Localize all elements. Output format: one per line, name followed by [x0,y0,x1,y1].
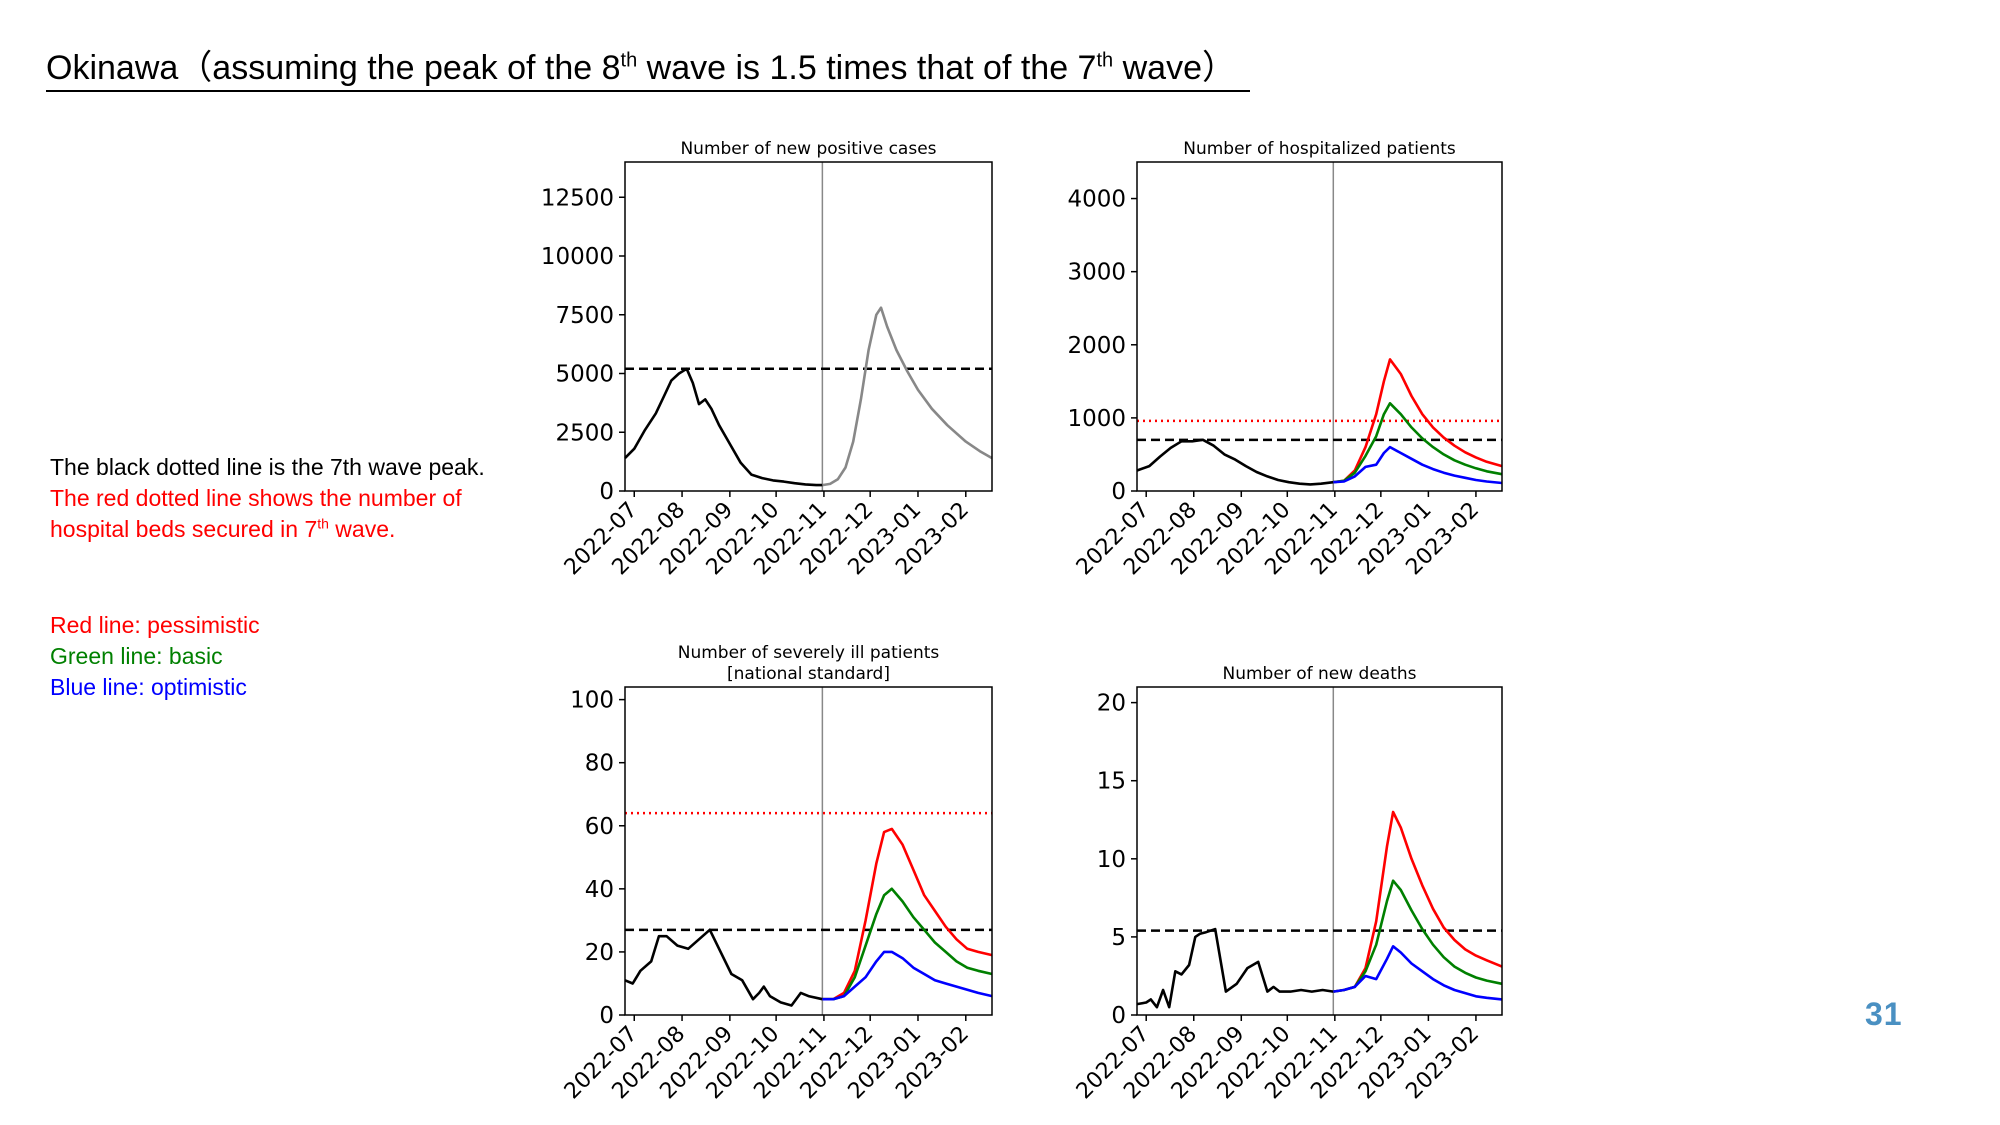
chart-title: Number of severely ill patients [678,643,940,663]
title-text-1: Okinawa（assuming the peak of the 8 [46,49,621,87]
y-tick-label: 5 [1111,925,1126,951]
y-tick-label: 80 [585,751,614,777]
title-text-2: wave is 1.5 times that of the 7 [637,49,1097,87]
y-tick-label: 7500 [555,303,614,329]
y-tick-label: 20 [585,940,614,966]
y-tick-label: 0 [599,1003,614,1029]
plot-frame [624,686,993,1016]
y-tick-label: 10 [1097,847,1126,873]
note-red-dotted-2-text: hospital beds secured in 7 [50,516,318,542]
chart-severely-ill: Number of severely ill patients[national… [560,643,993,1104]
y-tick-label: 2000 [1067,333,1126,359]
pessimistic-series-line [822,827,993,1001]
plot-frame [624,161,993,492]
plot-frame [1136,161,1503,492]
projection-series-line [822,306,993,487]
y-tick-label: 3000 [1067,260,1126,286]
note-red-dotted-2-sup: th [317,515,329,532]
optimistic-series-line [822,950,993,1001]
y-tick-label: 0 [599,479,614,505]
chart-positive-cases: Number of new positive cases 0 2500 5000 750… [541,139,993,580]
y-tick-label: 0 [1111,1003,1126,1029]
observed-series-line [1136,927,1334,1009]
chart-title: Number of new positive cases [680,139,936,159]
y-tick-label: 100 [570,688,614,714]
y-tick-label: 1000 [1067,406,1126,432]
y-tick-label: 60 [585,814,614,840]
basic-series-line [822,887,993,1001]
optimistic-series-line [1333,944,1503,1001]
chart-hospitalized: Number of hospitalized patients 0 1000 2000… [1067,139,1503,580]
y-tick-label: 12500 [541,185,614,211]
note-red-dotted-1: The red dotted line shows the number of [50,485,462,511]
page-number: 31 [1865,996,1903,1032]
chart-title: Number of new deaths [1223,664,1417,684]
y-tick-label: 40 [585,877,614,903]
optimistic-series-line [1333,445,1503,485]
y-tick-label: 5000 [555,362,614,388]
chart-title: Number of hospitalized patients [1183,139,1456,159]
y-tick-label: 10000 [541,244,614,270]
y-tick-label: 15 [1097,769,1126,795]
observed-series-line [624,928,823,1007]
plot-frame [1136,686,1503,1016]
legend-red-pessimistic: Red line: pessimistic [50,612,260,638]
chart-deaths: Number of new deaths051015202022-072022-… [1072,664,1503,1104]
pessimistic-series-line [1333,358,1503,484]
y-tick-label: 20 [1097,691,1126,717]
observed-series-line [1136,438,1334,486]
observed-series-line [624,367,823,487]
note-black-dotted: The black dotted line is the 7th wave pe… [50,454,485,480]
reference-line-notes: The black dotted line is the 7th wave pe… [50,452,485,545]
legend-green-basic: Green line: basic [50,643,223,669]
title-sup-2: th [1096,49,1114,72]
pessimistic-series-line [1333,810,1503,993]
scenario-legend: Red line: pessimistic Green line: basic … [50,610,260,703]
title-text-3: wave） [1113,49,1236,87]
note-red-dotted-2: hospital beds secured in 7th wave. [50,514,485,545]
note-red-dotted-2-tail: wave. [328,516,396,542]
basic-series-line [1333,401,1503,484]
title-sup-1: th [620,49,638,72]
legend-blue-optimistic: Blue line: optimistic [50,674,247,700]
slide-title: Okinawa（assuming the peak of the 8th wav… [46,40,1250,92]
basic-series-line [1333,879,1503,993]
y-tick-label: 0 [1111,479,1126,505]
y-tick-label: 2500 [555,420,614,446]
y-tick-label: 4000 [1067,187,1126,213]
chart-subtitle: [national standard] [727,664,890,684]
